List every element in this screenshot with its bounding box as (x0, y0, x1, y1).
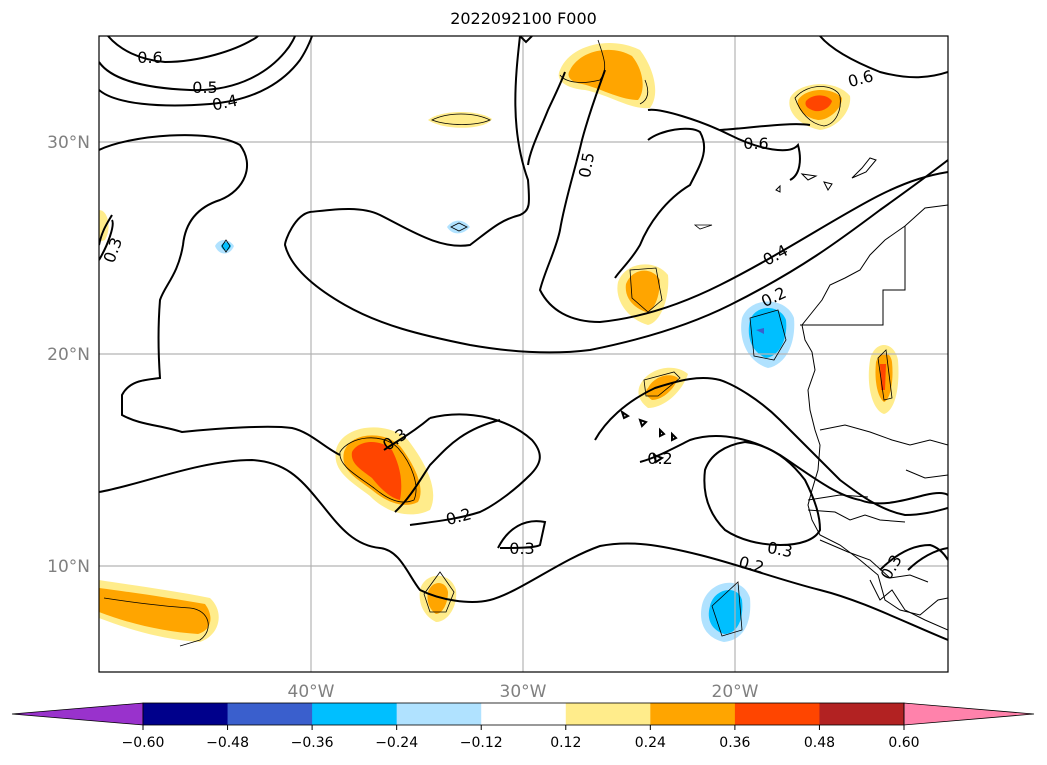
colorbar-extend-min (11, 702, 144, 726)
colorbar-tick-label: 0.12 (550, 735, 581, 751)
gridlines (99, 36, 948, 672)
colorbar-segment (227, 703, 313, 725)
colorbar-tick-label: 0.60 (888, 735, 919, 751)
main-contours (99, 36, 948, 641)
colorbar-tick-label: 0.48 (804, 735, 835, 751)
plot-area: 0.6 0.5 0.4 0.3 0.2 0.5 0.6 0.6 0.4 0.2 … (99, 36, 948, 672)
colorbar-segment (481, 703, 567, 725)
colorbar-tick-label: 0.36 (719, 735, 750, 751)
thin-contours (103, 39, 893, 647)
plot-frame (98, 35, 949, 673)
contour-labels: 0.6 0.5 0.4 0.3 0.2 0.5 0.6 0.6 0.4 0.2 … (100, 48, 906, 583)
colorbar-frame (142, 702, 905, 726)
colorbar-tick-label: 0.24 (635, 735, 666, 751)
lon-label-20w: 20°W (712, 682, 759, 702)
colorbar-tick-label: −0.48 (206, 735, 249, 751)
lon-label-30w: 30°W (500, 682, 547, 702)
colorbar-tick-label: −0.36 (291, 735, 334, 751)
contour-label: 0.6 (743, 134, 768, 153)
lon-labels: 40°W 30°W 20°W (288, 682, 759, 702)
map-title: 2022092100 F000 (450, 9, 597, 28)
colorbar-extend-max (903, 702, 1035, 726)
contour-label: 0.3 (509, 539, 534, 558)
colorbar-segment (565, 703, 651, 725)
lat-label-30n: 30°N (47, 133, 90, 153)
colorbar-segment (312, 703, 398, 725)
colorbar-tick-label: −0.12 (460, 735, 503, 751)
contour-label: 0.6 (137, 48, 162, 67)
contour-label: 0.4 (210, 91, 239, 115)
contour-label: 0.5 (192, 78, 217, 97)
lat-label-20n: 20°N (47, 345, 90, 365)
colorbar-tick-label: −0.60 (122, 735, 165, 751)
colorbar: −0.60 −0.48 −0.36 −0.24 −0.12 0.12 0.24 0.36 0.4… (11, 702, 1035, 751)
colorbar-segment (143, 703, 229, 725)
lat-labels: 30°N 20°N 10°N (47, 133, 90, 577)
contour-label: 0.2 (647, 449, 672, 468)
colorbar-segment (734, 703, 820, 725)
contour-label: 0.3 (766, 538, 794, 561)
colorbar-segment (819, 703, 905, 725)
colorbar-segment (650, 703, 736, 725)
contour-label: 0.5 (575, 151, 598, 179)
lat-label-10n: 10°N (47, 557, 90, 577)
lon-label-40w: 40°W (288, 682, 335, 702)
colorbar-segment (396, 703, 482, 725)
colorbar-tick-label: −0.24 (375, 735, 418, 751)
